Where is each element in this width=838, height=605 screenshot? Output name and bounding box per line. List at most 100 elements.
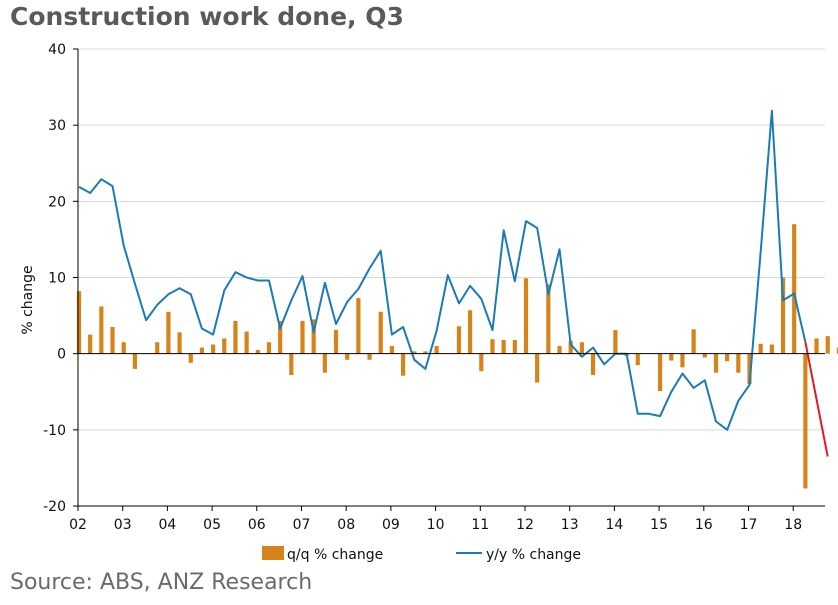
bar-5 [132, 353, 137, 369]
chart: -20 -10 0 10 20 30 40 02 03 04 05 06 07 08 09 10 11 12 13… [20, 42, 838, 563]
line-projection [804, 342, 829, 457]
x-tick-07: 07 [293, 517, 311, 533]
y-tick-10: 10 [48, 271, 66, 287]
bar-11 [199, 347, 205, 354]
bar-41 [535, 353, 540, 383]
bar-56 [702, 353, 707, 358]
x-tick-05: 05 [203, 517, 221, 533]
bar-4 [121, 342, 126, 354]
bar-7 [155, 342, 160, 354]
bar-29 [400, 353, 406, 376]
bar-37 [490, 339, 495, 354]
projection-series [804, 342, 829, 457]
bar-28 [389, 346, 394, 354]
bar-67 [825, 336, 830, 354]
bar-46 [590, 353, 596, 375]
x-tick-10: 10 [427, 517, 445, 533]
x-tick-04: 04 [158, 517, 176, 533]
x-tick-17: 17 [740, 517, 758, 533]
bar-25 [356, 298, 361, 354]
bar-16 [255, 349, 260, 354]
bar-60 [747, 353, 752, 385]
bar-65 [803, 353, 808, 489]
line-series-yy [78, 109, 807, 431]
bar-31 [423, 351, 428, 354]
bar-27 [378, 311, 383, 354]
bar-38 [501, 339, 506, 354]
bar-24 [345, 353, 350, 360]
bar-14 [233, 320, 238, 354]
bar-18 [278, 320, 283, 354]
bar-53 [669, 353, 674, 361]
bar-12 [211, 344, 216, 354]
source-note: Source: ABS, ANZ Research [10, 570, 313, 595]
bar-55 [691, 329, 696, 354]
bar-35 [468, 310, 473, 354]
bar-2 [99, 306, 104, 354]
bar-50 [635, 353, 640, 366]
x-tick-08: 08 [337, 517, 355, 533]
bar-39 [512, 339, 517, 354]
legend-label-qq: q/q % change [287, 547, 383, 563]
bar-68 [836, 347, 838, 354]
x-tick-09: 09 [382, 517, 400, 533]
bar-0 [76, 291, 82, 354]
bar-43 [557, 346, 562, 354]
x-tick-03: 03 [114, 517, 132, 533]
bar-13 [222, 338, 227, 354]
x-tick-18: 18 [784, 517, 802, 533]
bar-21 [311, 319, 316, 354]
bar-20 [300, 320, 305, 354]
bar-15 [244, 331, 249, 354]
bar-57 [713, 353, 719, 373]
bar-54 [680, 353, 685, 368]
bar-17 [266, 342, 272, 354]
x-tick-15: 15 [650, 517, 668, 533]
bar-3 [110, 327, 115, 354]
bar-48 [613, 330, 618, 354]
legend-swatch-qq [262, 546, 284, 560]
x-tick-12: 12 [516, 517, 534, 533]
bar-22 [322, 353, 327, 373]
x-tick-13: 13 [561, 517, 579, 533]
bar-52 [658, 353, 663, 391]
bar-64 [792, 224, 797, 354]
x-tick-02: 02 [69, 517, 87, 533]
bar-44 [568, 340, 573, 354]
bar-19 [289, 353, 294, 375]
bar-59 [736, 353, 741, 373]
bar-42 [546, 284, 551, 354]
y-tick-labels: -20 -10 0 10 20 30 40 [43, 42, 66, 515]
bar-34 [456, 326, 462, 354]
gridlines [78, 48, 825, 507]
y-tick--20: -20 [43, 499, 66, 515]
bar-63 [780, 277, 786, 354]
y-tick-30: 30 [48, 118, 66, 134]
bar-9 [177, 332, 182, 354]
y-axis-label: % change [20, 265, 36, 334]
y-tick-40: 40 [48, 42, 66, 58]
x-tick-14: 14 [605, 517, 623, 533]
x-tick-11: 11 [471, 517, 489, 533]
bar-8 [166, 311, 171, 354]
legend: q/q % change y/y % change [262, 546, 581, 563]
bar-23 [333, 330, 339, 354]
line-yy [78, 109, 807, 431]
bar-32 [434, 346, 439, 354]
axes [73, 48, 825, 511]
bar-36 [479, 353, 484, 372]
bar-45 [579, 342, 584, 354]
bar-1 [88, 334, 93, 354]
bar-26 [367, 353, 372, 360]
x-tick-16: 16 [695, 517, 713, 533]
bar-30 [412, 351, 417, 354]
bar-58 [725, 353, 730, 362]
chart-title: Construction work done, Q3 [10, 2, 404, 31]
bar-61 [758, 343, 763, 354]
x-tick-labels: 02 03 04 05 06 07 08 09 10 11 12 13 14 15 16 17 18 [69, 517, 802, 533]
bar-series-qq [76, 224, 838, 489]
bar-66 [814, 338, 819, 354]
y-tick-20: 20 [48, 194, 66, 210]
bar-62 [769, 344, 774, 354]
y-tick-0: 0 [57, 347, 66, 363]
